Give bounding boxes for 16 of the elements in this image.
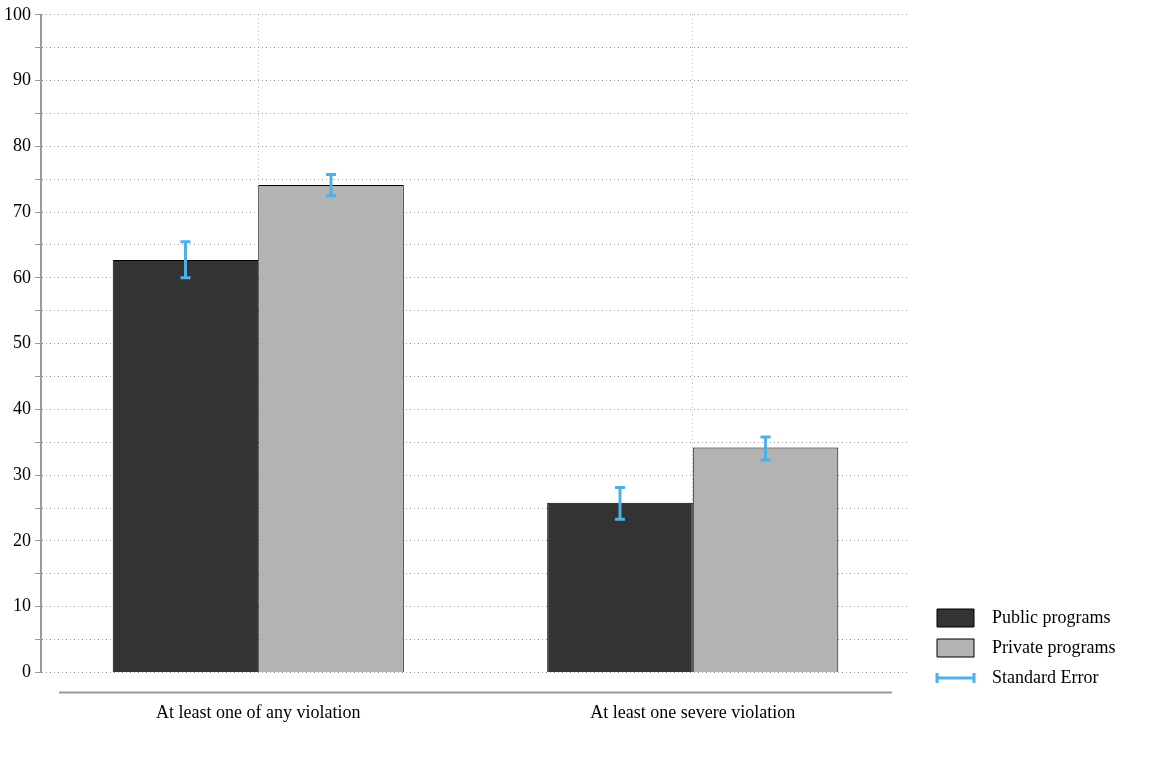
y-tick-label: 50 — [13, 332, 31, 353]
legend-label: Public programs — [992, 606, 1111, 627]
x-tick-label: At least one severe violation — [590, 701, 796, 722]
y-tick-label: 70 — [13, 200, 31, 221]
y-tick-label: 30 — [13, 463, 31, 484]
y-tick-label: 20 — [13, 529, 31, 550]
y-tick-label: 0 — [22, 661, 31, 682]
y-tick-label: 10 — [13, 595, 31, 616]
y-tick-label: 40 — [13, 398, 31, 419]
legend-label: Private programs — [992, 636, 1116, 657]
text: Standard Error — [992, 666, 1099, 687]
y-tick-label: 60 — [13, 266, 31, 287]
y-tick-label: 90 — [13, 69, 31, 90]
y-tick-label: 100 — [4, 3, 31, 24]
x-tick-label: At least one of any violation — [156, 701, 361, 722]
y-tick-label: 80 — [13, 135, 31, 156]
